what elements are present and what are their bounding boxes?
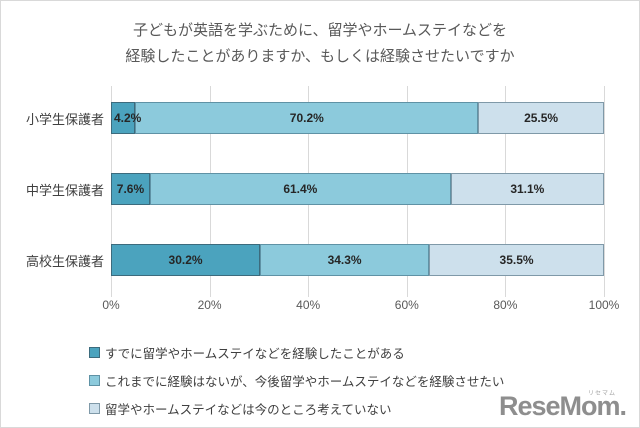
bar-row: 高校生保護者 30.2% 34.3% 35.5% (9, 244, 605, 276)
data-label: 70.2% (289, 111, 324, 125)
data-label: 25.5% (524, 111, 559, 125)
data-label: 31.1% (510, 182, 545, 196)
bar-segment: 70.2% (135, 102, 479, 134)
x-axis-label: 80% (493, 298, 518, 312)
category-label: 中学生保護者 (25, 182, 104, 198)
bar-segment: 7.6% (111, 173, 150, 205)
bar-segment: 61.4% (149, 173, 451, 205)
legend: すでに留学やホームステイなどを経験したことがあるこれまでに経験はないが、今後留学… (89, 338, 504, 422)
data-label: 4.2% (114, 111, 142, 125)
legend-swatch (89, 402, 100, 414)
logo-text: ReseMom. (498, 391, 627, 421)
legend-swatch (89, 374, 100, 386)
bar-segment: 35.5% (429, 244, 605, 276)
x-axis-label: 0% (102, 298, 120, 312)
x-axis: 0% 20% 40% 60% 80% 100% (102, 298, 619, 314)
resemom-logo: リセマム ReseMom. (498, 391, 627, 422)
category-label: 高校生保護者 (25, 253, 104, 269)
chart-title-line1: 子どもが英語を学ぶために、留学やホームステイなどを (132, 22, 508, 39)
category-label: 小学生保護者 (25, 111, 104, 127)
legend-item: すでに留学やホームステイなどを経験したことがある (89, 338, 504, 366)
bar-track: 4.2% 70.2% 25.5% (111, 102, 604, 134)
x-axis-label: 40% (296, 298, 321, 312)
logo-ruby-text: リセマム (587, 391, 616, 397)
bar-segment: 31.1% (450, 173, 604, 205)
bar-track: 30.2% 34.3% 35.5% (111, 244, 605, 276)
gridline (604, 86, 605, 297)
bar-row: 小学生保護者 4.2% 70.2% 25.5% (9, 102, 604, 134)
legend-item: 留学やホームステイなどは今のところ考えていない (89, 394, 504, 422)
legend-label: 留学やホームステイなどは今のところ考えていない (105, 402, 392, 417)
bar-segment: 25.5% (478, 102, 604, 134)
legend-label: これまでに経験はないが、今後留学やホームステイなどを経験させたい (105, 374, 505, 389)
bar-rows-area: 小学生保護者 4.2% 70.2% 25.5% 中学生保護者 7.6% 61.4% 31.1%… (9, 86, 605, 293)
data-label: 61.4% (283, 182, 318, 196)
data-label: 34.3% (327, 253, 362, 267)
bar-row: 中学生保護者 7.6% 61.4% 31.1% (9, 173, 604, 205)
bar-segment: 30.2% (111, 244, 261, 276)
data-label: 35.5% (499, 253, 534, 267)
x-axis-label: 100% (588, 298, 620, 312)
x-axis-label: 60% (394, 298, 419, 312)
bar-segment: 4.2% (111, 102, 141, 134)
chart-title: 子どもが英語を学ぶために、留学やホームステイなどを 経験したことがありますか、も… (1, 18, 639, 70)
x-axis-label: 20% (197, 298, 222, 312)
chart-title-line2: 経験したことがありますか、もしくは経験させたいですか (125, 48, 515, 65)
legend-swatch (89, 346, 100, 358)
legend-label: すでに留学やホームステイなどを経験したことがある (105, 346, 405, 361)
legend-item: これまでに経験はないが、今後留学やホームステイなどを経験させたい (89, 366, 504, 394)
data-label: 30.2% (168, 253, 203, 267)
bar-track: 7.6% 61.4% 31.1% (111, 173, 604, 205)
data-label: 7.6% (116, 182, 145, 196)
bar-segment: 34.3% (260, 244, 430, 276)
